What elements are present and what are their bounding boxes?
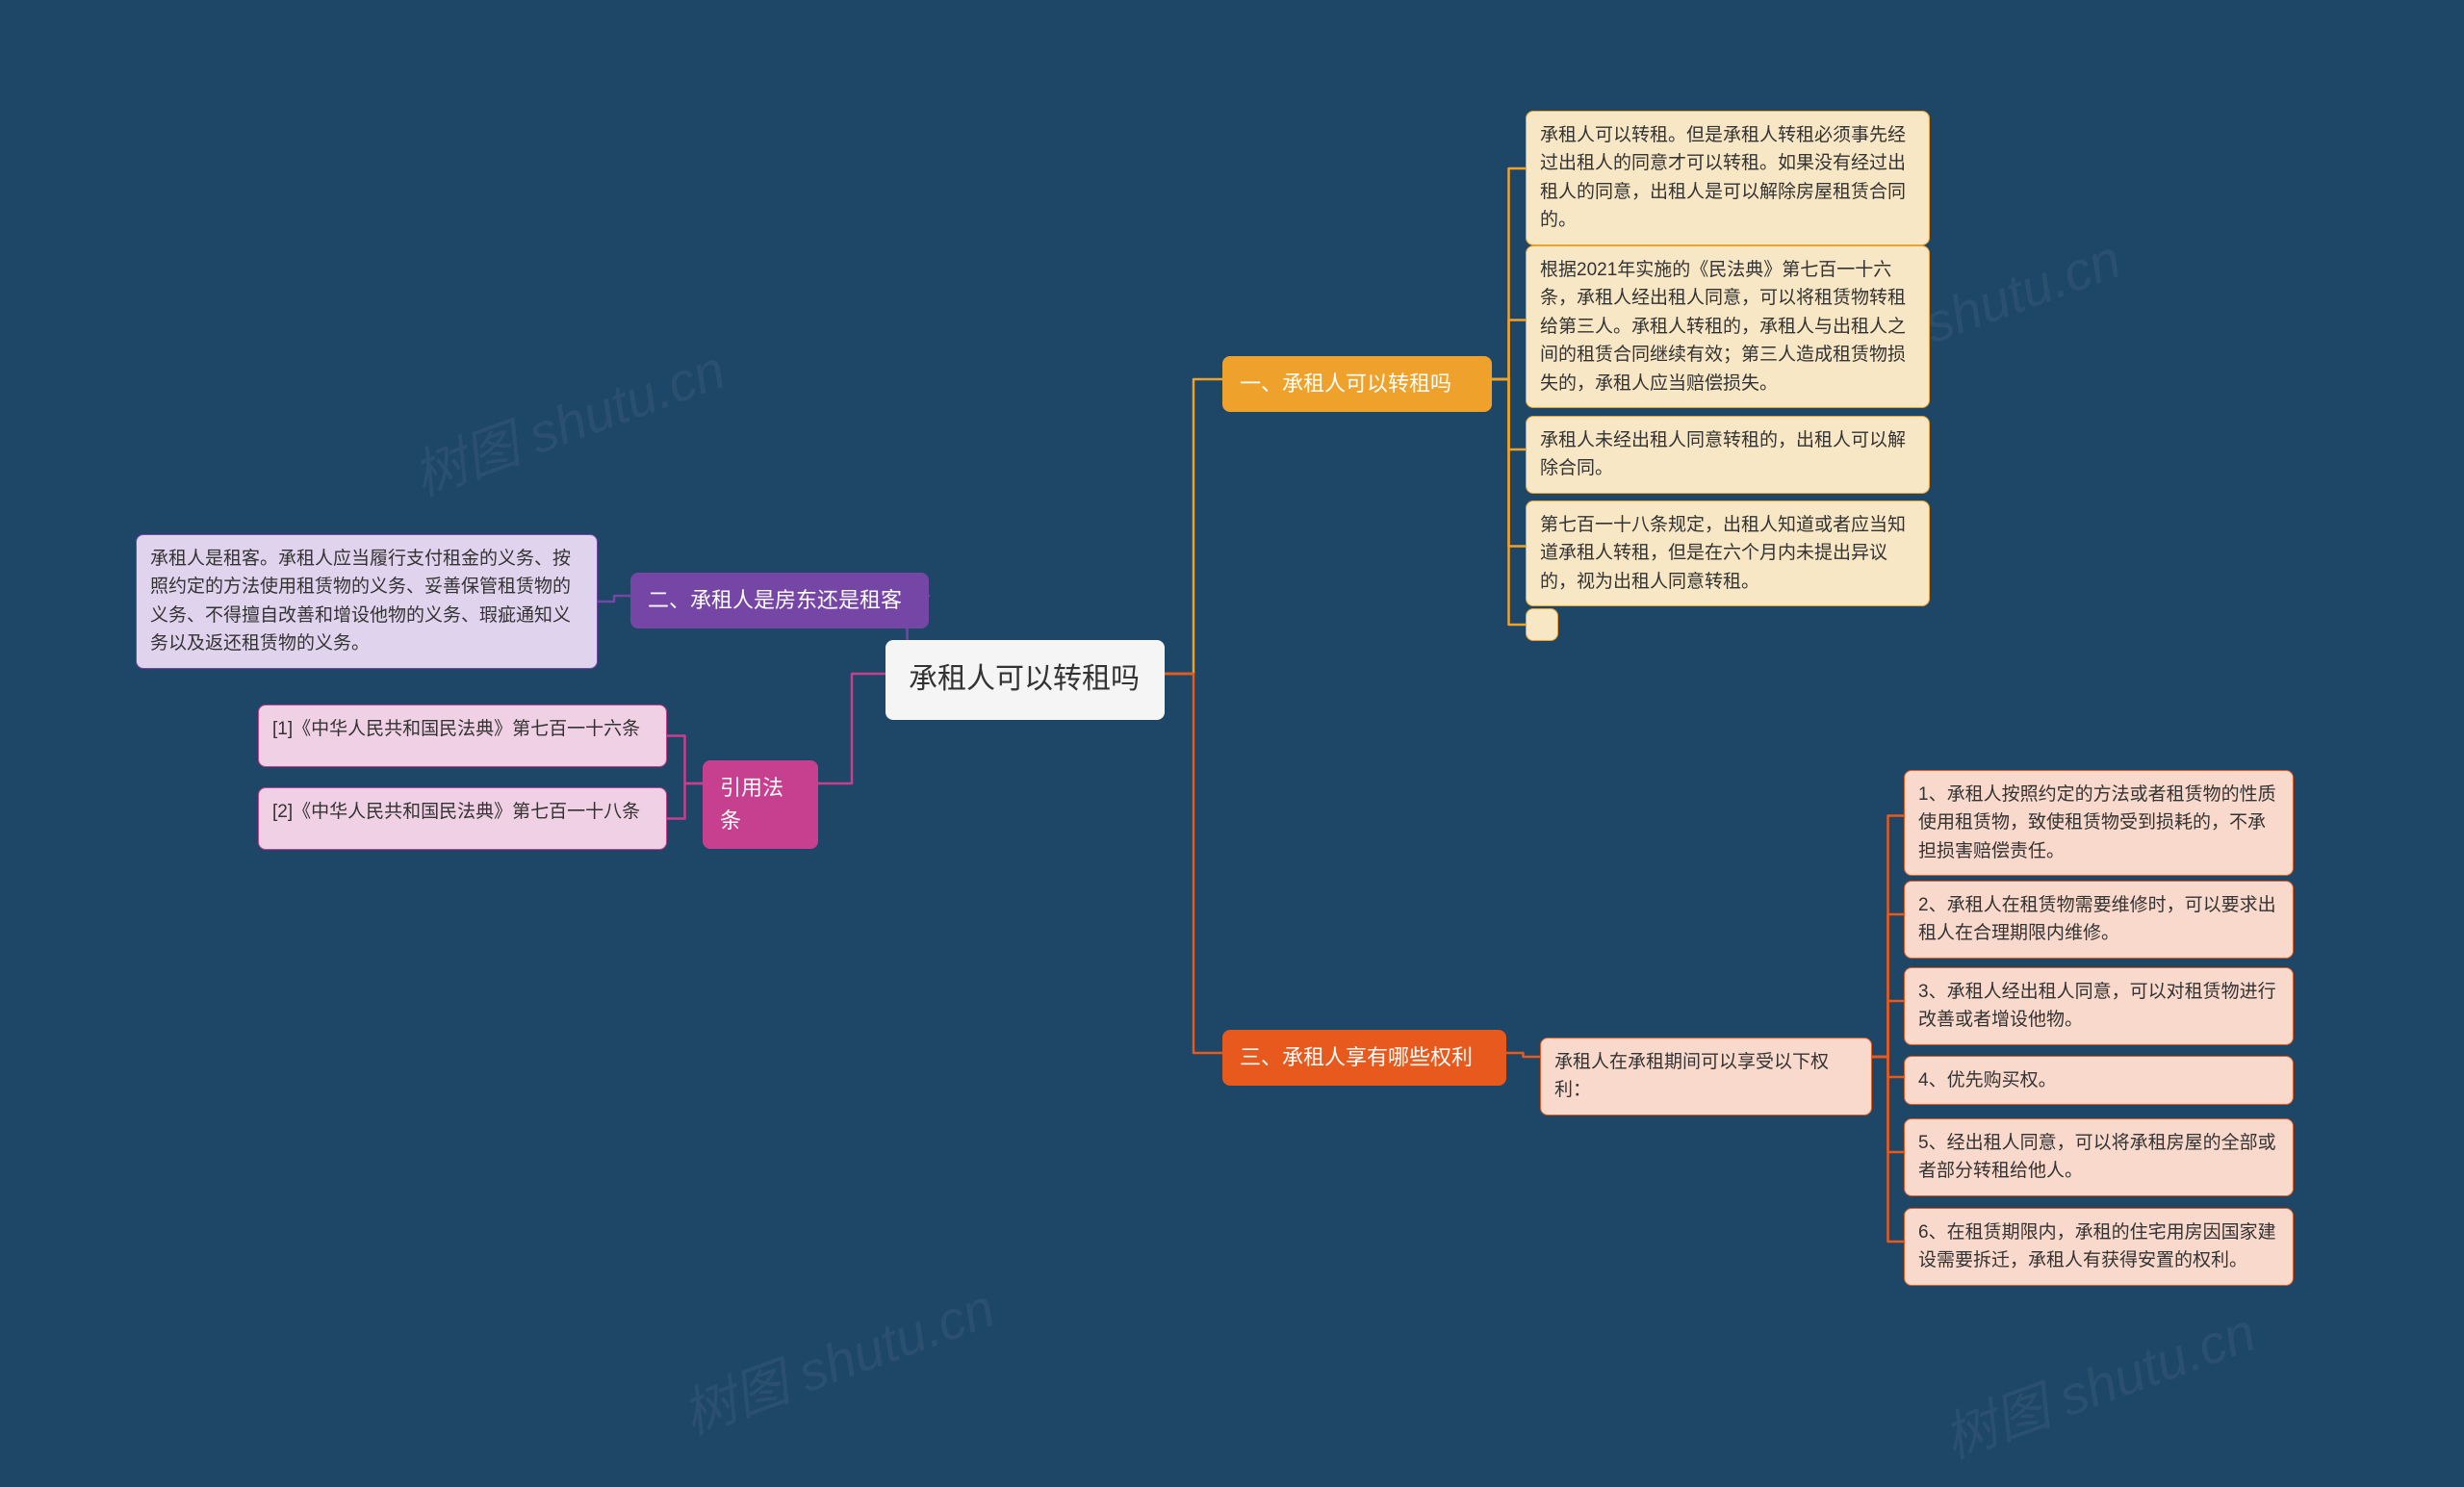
b3-leaf-1[interactable]: 2、承租人在租赁物需要维修时，可以要求出租人在合理期限内维修。 [1904, 881, 2294, 959]
root-node[interactable]: 承租人可以转租吗 [886, 640, 1165, 720]
b3-leaf-3[interactable]: 4、优先购买权。 [1904, 1056, 2294, 1105]
b1-leaf-1[interactable]: 根据2021年实施的《民法典》第七百一十六条，承租人经出租人同意，可以将租赁物转… [1526, 245, 1930, 408]
ref-leaf-0[interactable]: [1]《中华人民共和国民法典》第七百一十六条 [258, 705, 667, 767]
b3-leaf-0[interactable]: 1、承租人按照约定的方法或者租赁物的性质使用租赁物，致使租赁物受到损耗的，不承担… [1904, 770, 2294, 876]
ref-leaf-1[interactable]: [2]《中华人民共和国民法典》第七百一十八条 [258, 787, 667, 850]
b1-leaf-0[interactable]: 承租人可以转租。但是承租人转租必须事先经过出租人的同意才可以转租。如果没有经过出… [1526, 111, 1930, 245]
b3-leaf-4[interactable]: 5、经出租人同意，可以将承租房屋的全部或者部分转租给他人。 [1904, 1118, 2294, 1196]
branch-3[interactable]: 三、承租人享有哪些权利 [1222, 1030, 1506, 1086]
watermark: 树图 shutu.cn [1931, 1289, 2265, 1474]
b1-leaf-4-empty[interactable] [1526, 608, 1558, 641]
b1-leaf-2[interactable]: 承租人未经出租人同意转租的，出租人可以解除合同。 [1526, 416, 1930, 494]
b3-mid[interactable]: 承租人在承租期间可以享受以下权利： [1540, 1038, 1872, 1115]
b1-leaf-3[interactable]: 第七百一十八条规定，出租人知道或者应当知道承租人转租，但是在六个月内未提出异议的… [1526, 500, 1930, 606]
b3-leaf-5[interactable]: 6、在租赁期限内，承租的住宅用房因国家建设需要拆迁，承租人有获得安置的权利。 [1904, 1208, 2294, 1286]
branch-2[interactable]: 二、承租人是房东还是租客 [630, 573, 929, 628]
b3-leaf-2[interactable]: 3、承租人经出租人同意，可以对租赁物进行改善或者增设他物。 [1904, 967, 2294, 1045]
b2-leaf-0[interactable]: 承租人是租客。承租人应当履行支付租金的义务、按照约定的方法使用租赁物的义务、妥善… [136, 534, 598, 669]
branch-ref[interactable]: 引用法条 [703, 760, 818, 849]
branch-1[interactable]: 一、承租人可以转租吗 [1222, 356, 1492, 412]
watermark: 树图 shutu.cn [670, 1265, 1004, 1449]
watermark: 树图 shutu.cn [400, 326, 734, 511]
